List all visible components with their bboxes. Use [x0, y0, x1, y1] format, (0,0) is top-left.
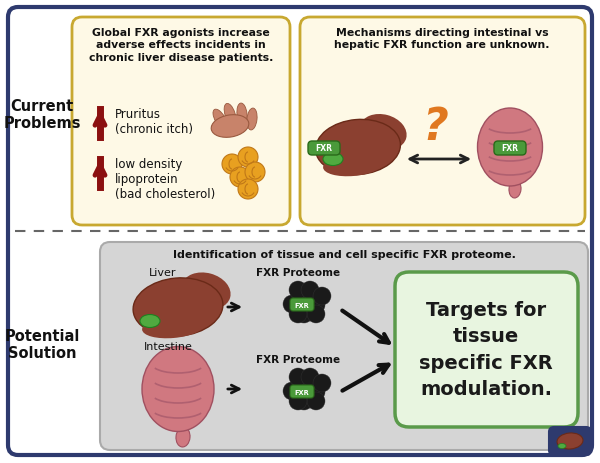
Ellipse shape [211, 115, 249, 138]
Ellipse shape [176, 427, 190, 447]
Circle shape [283, 382, 301, 400]
Circle shape [230, 168, 250, 188]
Text: Pruritus
(chronic itch): Pruritus (chronic itch) [115, 108, 193, 136]
Circle shape [289, 282, 307, 300]
Circle shape [307, 383, 325, 401]
Ellipse shape [478, 109, 542, 187]
Ellipse shape [316, 120, 400, 175]
Circle shape [283, 295, 301, 313]
Text: FXR Proteome: FXR Proteome [256, 354, 340, 364]
Circle shape [307, 305, 325, 323]
Ellipse shape [224, 104, 236, 125]
Circle shape [289, 368, 307, 386]
Text: Targets for
tissue
specific FXR
modulation.: Targets for tissue specific FXR modulati… [419, 300, 553, 398]
Text: FXR: FXR [316, 144, 332, 153]
Text: FXR: FXR [295, 389, 310, 395]
Ellipse shape [213, 110, 227, 130]
FancyBboxPatch shape [290, 298, 314, 311]
Ellipse shape [133, 278, 223, 337]
Ellipse shape [237, 104, 247, 125]
FancyBboxPatch shape [290, 385, 314, 398]
FancyBboxPatch shape [300, 18, 585, 225]
FancyBboxPatch shape [100, 243, 588, 450]
Text: Intestine: Intestine [143, 341, 193, 351]
Text: Identification of tissue and cell specific FXR proteome.: Identification of tissue and cell specif… [173, 250, 515, 259]
FancyBboxPatch shape [72, 18, 290, 225]
Text: low density
lipoprotein
(bad cholesterol): low density lipoprotein (bad cholesterol… [115, 158, 215, 200]
Circle shape [307, 296, 325, 314]
FancyBboxPatch shape [549, 427, 591, 455]
Text: Potential
Solution: Potential Solution [4, 328, 80, 360]
Text: Mechanisms directing intestinal vs
hepatic FXR function are unknown.: Mechanisms directing intestinal vs hepat… [334, 28, 550, 50]
Circle shape [295, 291, 313, 309]
Text: FXR: FXR [295, 302, 310, 308]
Ellipse shape [359, 115, 407, 150]
Text: ?: ? [422, 106, 448, 149]
Circle shape [289, 305, 307, 323]
Ellipse shape [509, 181, 521, 199]
Circle shape [295, 305, 313, 323]
Circle shape [238, 180, 258, 200]
Ellipse shape [247, 109, 257, 131]
Ellipse shape [558, 444, 566, 449]
Text: FXR Proteome: FXR Proteome [256, 268, 340, 277]
Text: Liver: Liver [149, 268, 177, 277]
Circle shape [289, 392, 307, 410]
FancyBboxPatch shape [8, 8, 592, 455]
Circle shape [295, 378, 313, 396]
Circle shape [307, 392, 325, 410]
Circle shape [301, 368, 319, 386]
FancyBboxPatch shape [494, 142, 526, 156]
Circle shape [245, 163, 265, 182]
Ellipse shape [142, 347, 214, 432]
Circle shape [222, 155, 242, 175]
Ellipse shape [181, 273, 230, 310]
FancyBboxPatch shape [395, 272, 578, 427]
Circle shape [301, 282, 319, 300]
FancyBboxPatch shape [308, 142, 340, 156]
Text: Current
Problems: Current Problems [3, 99, 81, 131]
Circle shape [238, 148, 258, 168]
Text: Global FXR agonists increase
adverse effects incidents in
chronic liver disease : Global FXR agonists increase adverse eff… [89, 28, 273, 63]
Ellipse shape [557, 433, 583, 449]
Circle shape [313, 374, 331, 392]
Ellipse shape [140, 315, 160, 328]
Ellipse shape [323, 153, 343, 166]
Circle shape [313, 288, 331, 305]
Ellipse shape [323, 154, 383, 177]
Circle shape [295, 392, 313, 410]
Ellipse shape [142, 316, 204, 338]
Text: FXR: FXR [502, 144, 518, 153]
